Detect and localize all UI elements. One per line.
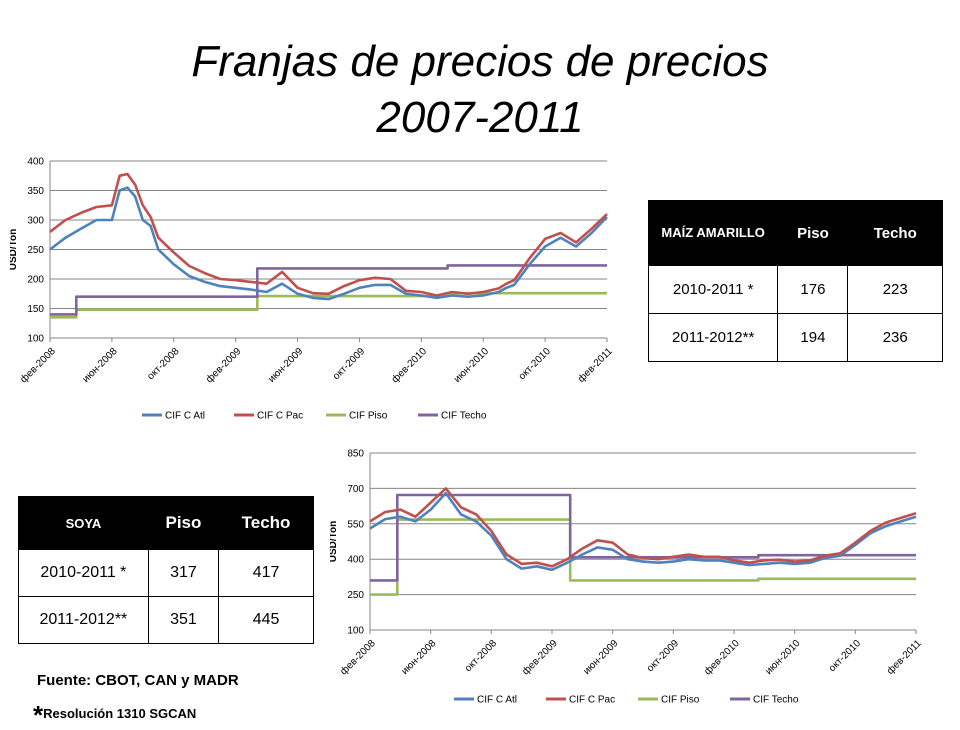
table-row: 2010-2011 * 317 417 [18, 549, 314, 597]
x-tick-label: фев-2009 [520, 637, 560, 677]
period-cell: 2010-2011 * [18, 549, 149, 597]
piso-header: Piso [777, 200, 849, 266]
x-tick-label: июн-2008 [399, 638, 438, 677]
period-cell: 2010-2011 * [647, 265, 779, 314]
techo-cell: 223 [847, 265, 943, 314]
x-tick-label: окт-2010 [517, 346, 554, 383]
table-header-row: SOYA Piso Techo [18, 496, 314, 550]
table-row: 2011-2012** 194 236 [647, 313, 943, 362]
legend-label: CIF C Pac [257, 411, 303, 422]
series-line-cif-c-atl [369, 491, 917, 572]
series-line-cif-c-atl [49, 186, 608, 301]
x-tick-label: июн-2009 [266, 346, 305, 385]
legend-label: CIF Piso [661, 695, 700, 706]
product-header: SOYA [18, 496, 149, 550]
soya-price-table: SOYA Piso Techo 2010-2011 * 317 417 2011… [18, 496, 314, 644]
x-tick-label: окт-2009 [645, 638, 682, 675]
x-tick-label: июн-2010 [452, 346, 491, 385]
x-tick-label: фев-2011 [884, 637, 924, 677]
y-axis-label: USD/Ton [330, 521, 339, 562]
y-tick-label: 100 [347, 626, 364, 637]
y-tick-label: 700 [347, 484, 364, 495]
piso-cell: 317 [147, 549, 220, 597]
y-tick-label: 400 [27, 157, 44, 168]
footnote-star: * [33, 700, 44, 730]
legend-label: CIF Techo [753, 695, 799, 706]
y-tick-label: 550 [347, 519, 364, 530]
piso-cell: 351 [147, 596, 220, 644]
resolution-text: Resolución 1310 SGCAN [43, 706, 197, 721]
x-tick-label: июн-2008 [81, 346, 120, 385]
y-tick-label: 200 [27, 275, 44, 286]
x-tick-label: фев-2011 [575, 345, 615, 385]
x-tick-label: фев-2008 [18, 345, 58, 385]
series-line-cif-c-pac [369, 487, 917, 568]
soya-price-band-chart: 100 250 400 550 700 850 USD/Ton фев-2008 июн-200… [330, 449, 924, 706]
y-tick-label: 400 [347, 555, 364, 566]
x-tick-label: окт-2008 [463, 638, 500, 675]
title-line-1: Franjas de precios de precios [191, 37, 769, 86]
x-tick-label: фев-2008 [338, 637, 378, 677]
piso-cell: 176 [777, 265, 849, 314]
y-tick-label: 100 [27, 334, 44, 345]
legend-label: CIF Techo [441, 411, 487, 422]
piso-cell: 194 [777, 313, 849, 362]
y-tick-label: 250 [27, 245, 44, 256]
y-tick-label: 150 [27, 304, 44, 315]
table-header-row: MAÍZ AMARILLO Piso Techo [647, 200, 943, 266]
y-tick-label: 300 [27, 216, 44, 227]
source-note: Fuente: CBOT, CAN y MADR [37, 672, 239, 689]
x-tick-label: фев-2009 [203, 345, 243, 385]
title-line-2: 2007-2011 [376, 93, 584, 142]
x-tick-label: окт-2010 [827, 638, 864, 675]
x-tick-label: фев-2010 [389, 345, 429, 385]
table-row: 2011-2012** 351 445 [18, 596, 314, 644]
period-cell: 2011-2012** [647, 313, 779, 362]
x-tick-label: фев-2010 [702, 637, 742, 677]
x-tick-label: окт-2008 [145, 346, 182, 383]
x-tick-label: окт-2009 [331, 346, 368, 383]
series-line-cif-techo [370, 493, 916, 582]
x-tick-label: июн-2010 [763, 638, 802, 677]
techo-cell: 236 [847, 313, 943, 362]
techo-header: Techo [847, 200, 943, 266]
legend-label: CIF C Atl [477, 695, 517, 706]
maiz-price-table: MAÍZ AMARILLO Piso Techo 2010-2011 * 176… [647, 200, 943, 362]
maiz-price-band-chart: 100 150 200 250 300 350 400 USD/Ton фев-2008 июн-… [10, 157, 615, 422]
techo-cell: 445 [218, 596, 314, 644]
y-tick-label: 250 [347, 590, 364, 601]
techo-cell: 417 [218, 549, 314, 597]
y-tick-label: 850 [347, 449, 364, 460]
resolution-note: *Resolución 1310 SGCAN [33, 694, 197, 730]
series-line-cif-c-pac [49, 172, 608, 297]
legend-label: CIF C Atl [165, 411, 205, 422]
table-row: 2010-2011 * 176 223 [647, 265, 943, 314]
piso-header: Piso [147, 496, 220, 550]
product-header: MAÍZ AMARILLO [647, 200, 779, 266]
x-tick-label: июн-2009 [581, 638, 620, 677]
y-tick-label: 350 [27, 186, 44, 197]
page-title: Franjas de precios de precios 2007-2011 [0, 34, 960, 146]
legend-label: CIF C Pac [569, 695, 615, 706]
techo-header: Techo [218, 496, 314, 550]
legend-label: CIF Piso [349, 411, 388, 422]
period-cell: 2011-2012** [18, 596, 149, 644]
y-axis-label: USD/Ton [10, 229, 19, 270]
